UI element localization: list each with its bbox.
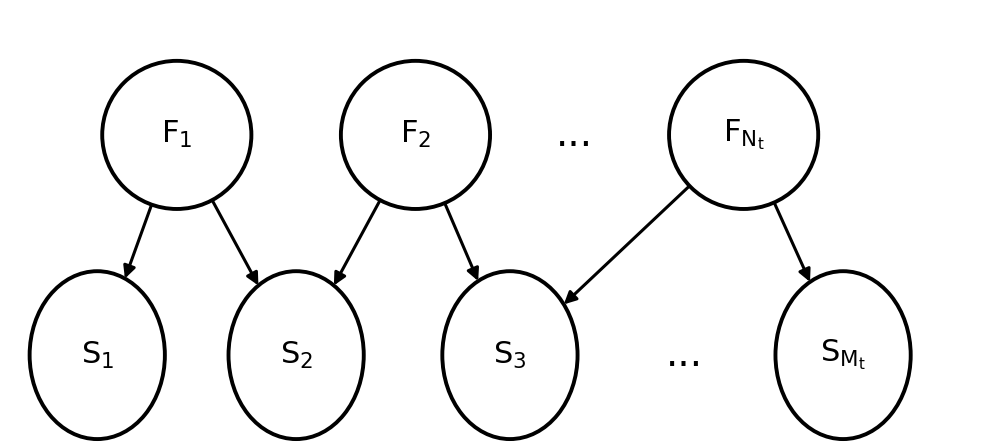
Text: $\mathregular{F_2}$: $\mathregular{F_2}$ — [400, 120, 431, 150]
Ellipse shape — [442, 271, 578, 439]
Ellipse shape — [102, 61, 251, 209]
Ellipse shape — [669, 61, 818, 209]
Text: $\mathregular{F_{N_t}}$: $\mathregular{F_{N_t}}$ — [723, 118, 764, 152]
Text: ...: ... — [556, 116, 593, 154]
Ellipse shape — [775, 271, 911, 439]
Ellipse shape — [341, 61, 490, 209]
Text: $\mathregular{S_2}$: $\mathregular{S_2}$ — [280, 339, 313, 371]
Text: $\mathregular{S_1}$: $\mathregular{S_1}$ — [81, 339, 114, 371]
Text: $\mathregular{F_1}$: $\mathregular{F_1}$ — [161, 120, 193, 150]
Text: $\mathregular{S_{M_t}}$: $\mathregular{S_{M_t}}$ — [820, 338, 866, 372]
Ellipse shape — [229, 271, 364, 439]
Text: ...: ... — [665, 336, 703, 374]
Text: $\mathregular{S_3}$: $\mathregular{S_3}$ — [493, 339, 527, 371]
Ellipse shape — [30, 271, 165, 439]
